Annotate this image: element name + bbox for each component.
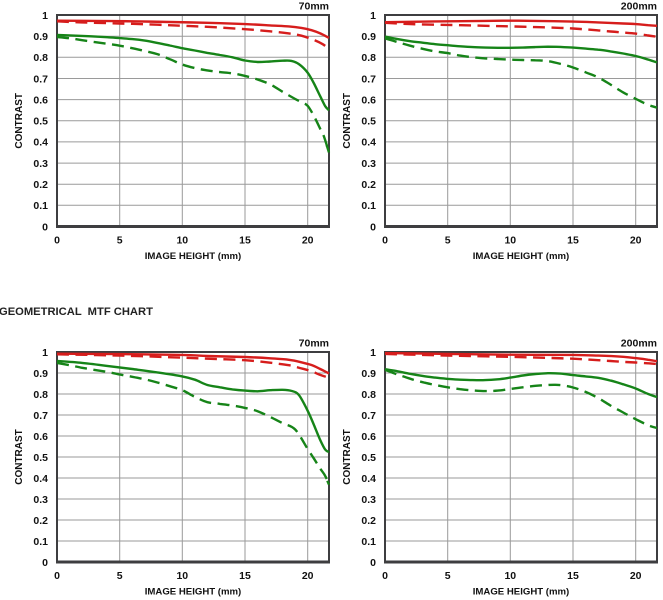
svg-text:0.1: 0.1	[361, 536, 376, 548]
svg-text:0.5: 0.5	[361, 116, 376, 128]
svg-text:15: 15	[239, 235, 251, 247]
svg-text:200mm: 200mm	[621, 1, 657, 13]
svg-text:GEOMETRICAL MTF CHART: GEOMETRICAL MTF CHART	[0, 306, 153, 318]
svg-text:5: 5	[445, 235, 451, 247]
svg-text:0.9: 0.9	[361, 31, 376, 43]
svg-text:0.7: 0.7	[361, 73, 376, 85]
svg-text:0.3: 0.3	[33, 494, 48, 506]
svg-text:CONTRAST: CONTRAST	[14, 429, 25, 485]
svg-text:0.6: 0.6	[33, 431, 48, 443]
svg-text:70mm: 70mm	[299, 338, 329, 350]
svg-text:0.2: 0.2	[33, 179, 48, 191]
svg-text:0.2: 0.2	[33, 515, 48, 527]
svg-text:10: 10	[176, 235, 188, 247]
svg-text:0.6: 0.6	[33, 94, 48, 106]
svg-text:0: 0	[42, 557, 48, 569]
svg-text:0.7: 0.7	[33, 73, 48, 85]
svg-text:15: 15	[239, 570, 251, 582]
svg-text:IMAGE HEIGHT (mm): IMAGE HEIGHT (mm)	[145, 251, 241, 262]
svg-text:0.8: 0.8	[33, 52, 48, 64]
svg-text:0: 0	[42, 221, 48, 233]
svg-text:10: 10	[176, 570, 188, 582]
svg-text:0: 0	[370, 221, 376, 233]
svg-text:0.3: 0.3	[33, 158, 48, 170]
svg-text:0.3: 0.3	[361, 494, 376, 506]
svg-text:0.1: 0.1	[361, 200, 376, 212]
svg-text:0.3: 0.3	[361, 158, 376, 170]
svg-text:0: 0	[370, 557, 376, 569]
svg-text:70mm: 70mm	[299, 1, 329, 13]
svg-text:0.9: 0.9	[361, 368, 376, 380]
svg-text:1: 1	[370, 347, 376, 359]
svg-text:0.4: 0.4	[361, 473, 376, 485]
svg-text:0.6: 0.6	[361, 94, 376, 106]
svg-text:15: 15	[567, 570, 579, 582]
svg-text:5: 5	[117, 235, 123, 247]
svg-text:15: 15	[567, 235, 579, 247]
svg-text:0.9: 0.9	[33, 368, 48, 380]
svg-text:0: 0	[382, 235, 388, 247]
svg-text:0: 0	[54, 235, 60, 247]
svg-text:IMAGE HEIGHT (mm): IMAGE HEIGHT (mm)	[473, 587, 569, 598]
svg-text:0: 0	[54, 570, 60, 582]
svg-text:IMAGE HEIGHT (mm): IMAGE HEIGHT (mm)	[473, 251, 569, 262]
svg-text:IMAGE HEIGHT (mm): IMAGE HEIGHT (mm)	[145, 587, 241, 598]
svg-text:0.1: 0.1	[33, 536, 48, 548]
svg-text:0.9: 0.9	[33, 31, 48, 43]
svg-text:0.7: 0.7	[361, 410, 376, 422]
svg-text:CONTRAST: CONTRAST	[14, 93, 25, 149]
svg-text:CONTRAST: CONTRAST	[342, 93, 353, 149]
svg-text:20: 20	[630, 235, 642, 247]
svg-text:1: 1	[42, 347, 48, 359]
svg-text:1: 1	[42, 10, 48, 22]
svg-text:20: 20	[302, 570, 314, 582]
svg-text:0.5: 0.5	[33, 452, 48, 464]
svg-text:5: 5	[117, 570, 123, 582]
svg-text:0.8: 0.8	[33, 389, 48, 401]
svg-text:0.1: 0.1	[33, 200, 48, 212]
svg-text:0.4: 0.4	[361, 137, 376, 149]
svg-text:5: 5	[445, 570, 451, 582]
svg-text:0.7: 0.7	[33, 410, 48, 422]
svg-text:1: 1	[370, 10, 376, 22]
svg-text:0.8: 0.8	[361, 52, 376, 64]
svg-text:0.4: 0.4	[33, 473, 48, 485]
svg-text:0: 0	[382, 570, 388, 582]
svg-text:0.2: 0.2	[361, 515, 376, 527]
svg-text:0.2: 0.2	[361, 179, 376, 191]
svg-text:10: 10	[504, 570, 516, 582]
svg-text:20: 20	[302, 235, 314, 247]
svg-text:CONTRAST: CONTRAST	[342, 429, 353, 485]
svg-text:200mm: 200mm	[621, 338, 657, 350]
svg-text:0.5: 0.5	[361, 452, 376, 464]
svg-text:0.6: 0.6	[361, 431, 376, 443]
svg-text:0.5: 0.5	[33, 116, 48, 128]
svg-text:0.8: 0.8	[361, 389, 376, 401]
svg-text:10: 10	[504, 235, 516, 247]
svg-text:20: 20	[630, 570, 642, 582]
svg-text:0.4: 0.4	[33, 137, 48, 149]
